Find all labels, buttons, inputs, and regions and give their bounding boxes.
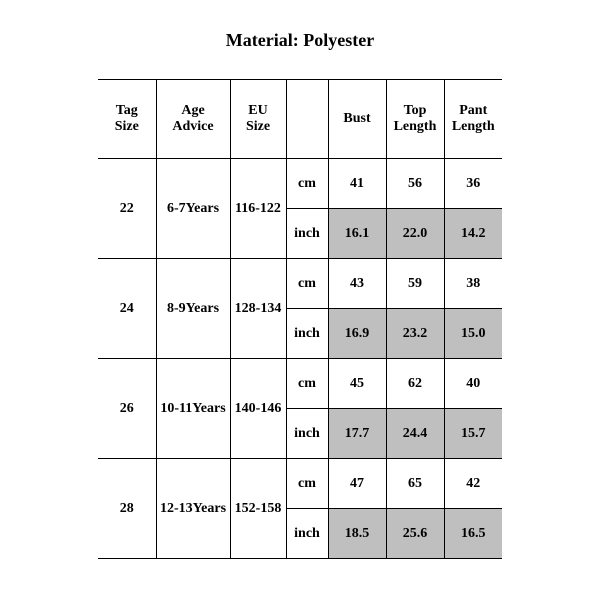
table-row: 24 8-9Years 128-134 cm 43 59 38 bbox=[98, 259, 502, 309]
cell-top-cm: 65 bbox=[386, 459, 444, 509]
table-row: 22 6-7Years 116-122 cm 41 56 36 bbox=[98, 159, 502, 209]
cell-pant-cm: 40 bbox=[444, 359, 502, 409]
page: Material: Polyester Tag Size Age Advice … bbox=[0, 0, 600, 600]
col-header-pant-length: Pant Length bbox=[444, 80, 502, 159]
cell-bust-cm: 41 bbox=[328, 159, 386, 209]
cell-bust-inch: 17.7 bbox=[328, 409, 386, 459]
cell-bust-inch: 18.5 bbox=[328, 509, 386, 559]
cell-top-cm: 59 bbox=[386, 259, 444, 309]
table-row: 28 12-13Years 152-158 cm 47 65 42 bbox=[98, 459, 502, 509]
cell-top-inch: 23.2 bbox=[386, 309, 444, 359]
cell-age-advice: 10-11Years bbox=[156, 359, 230, 459]
cell-unit-cm: cm bbox=[286, 359, 328, 409]
cell-age-advice: 12-13Years bbox=[156, 459, 230, 559]
cell-unit-inch: inch bbox=[286, 309, 328, 359]
cell-unit-cm: cm bbox=[286, 459, 328, 509]
cell-unit-inch: inch bbox=[286, 209, 328, 259]
cell-pant-inch: 15.7 bbox=[444, 409, 502, 459]
col-header-tag-size: Tag Size bbox=[98, 80, 156, 159]
cell-bust-inch: 16.9 bbox=[328, 309, 386, 359]
cell-pant-cm: 42 bbox=[444, 459, 502, 509]
cell-eu-size: 128-134 bbox=[230, 259, 286, 359]
page-title: Material: Polyester bbox=[0, 30, 600, 51]
cell-unit-cm: cm bbox=[286, 259, 328, 309]
cell-tag-size: 22 bbox=[98, 159, 156, 259]
table-header-row: Tag Size Age Advice EU Size Bust Top Len… bbox=[98, 80, 502, 159]
cell-bust-cm: 43 bbox=[328, 259, 386, 309]
cell-unit-inch: inch bbox=[286, 509, 328, 559]
cell-top-inch: 24.4 bbox=[386, 409, 444, 459]
table-row: 26 10-11Years 140-146 cm 45 62 40 bbox=[98, 359, 502, 409]
cell-unit-cm: cm bbox=[286, 159, 328, 209]
cell-bust-cm: 47 bbox=[328, 459, 386, 509]
cell-pant-inch: 15.0 bbox=[444, 309, 502, 359]
cell-age-advice: 8-9Years bbox=[156, 259, 230, 359]
cell-pant-inch: 16.5 bbox=[444, 509, 502, 559]
cell-top-inch: 25.6 bbox=[386, 509, 444, 559]
cell-bust-cm: 45 bbox=[328, 359, 386, 409]
col-header-eu-size: EU Size bbox=[230, 80, 286, 159]
cell-tag-size: 26 bbox=[98, 359, 156, 459]
cell-top-inch: 22.0 bbox=[386, 209, 444, 259]
table-body: 22 6-7Years 116-122 cm 41 56 36 inch 16.… bbox=[98, 159, 502, 559]
cell-pant-inch: 14.2 bbox=[444, 209, 502, 259]
cell-age-advice: 6-7Years bbox=[156, 159, 230, 259]
cell-top-cm: 56 bbox=[386, 159, 444, 209]
cell-bust-inch: 16.1 bbox=[328, 209, 386, 259]
col-header-top-length: Top Length bbox=[386, 80, 444, 159]
cell-tag-size: 24 bbox=[98, 259, 156, 359]
cell-eu-size: 116-122 bbox=[230, 159, 286, 259]
cell-top-cm: 62 bbox=[386, 359, 444, 409]
cell-pant-cm: 38 bbox=[444, 259, 502, 309]
cell-eu-size: 152-158 bbox=[230, 459, 286, 559]
cell-eu-size: 140-146 bbox=[230, 359, 286, 459]
col-header-age-advice: Age Advice bbox=[156, 80, 230, 159]
cell-tag-size: 28 bbox=[98, 459, 156, 559]
col-header-bust: Bust bbox=[328, 80, 386, 159]
size-table: Tag Size Age Advice EU Size Bust Top Len… bbox=[98, 79, 502, 559]
cell-unit-inch: inch bbox=[286, 409, 328, 459]
cell-pant-cm: 36 bbox=[444, 159, 502, 209]
col-header-unit bbox=[286, 80, 328, 159]
